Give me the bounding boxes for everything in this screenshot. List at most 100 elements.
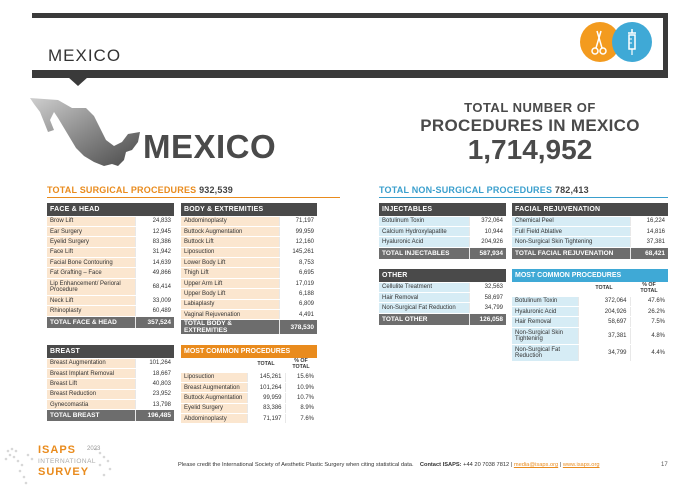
row-label: Upper Body Lift	[181, 288, 279, 300]
row-value: 23,952	[134, 389, 175, 401]
row-label: Abdominoplasty	[181, 413, 247, 425]
row-value: 6,809	[278, 299, 318, 311]
row-label: Cellulite Treatment	[379, 282, 469, 293]
row-label: Non-Surgical Fat Reduction	[512, 344, 578, 362]
total-label-line1: TOTAL NUMBER OF	[464, 100, 596, 115]
row-label: Neck Lift	[47, 295, 135, 307]
row-value: 68,414	[134, 278, 174, 296]
nonsurgical-total: 782,413	[554, 185, 589, 195]
scissors-clamp-icon	[591, 30, 607, 55]
row-value: 12,160	[278, 236, 318, 248]
row-label: Ear Surgery	[47, 226, 135, 238]
row-total: 145,261	[246, 372, 285, 383]
footer-credit: Please credit the International Society …	[178, 462, 600, 468]
row-total: 34,799	[577, 344, 630, 362]
contact-label: Contact ISAPS:	[419, 462, 462, 468]
row-value: 32,563	[468, 282, 506, 293]
nonsurgical-title-text: TOTAL NON-SURGICAL PROCEDURES	[379, 185, 553, 195]
body-extremities-table: BODY & EXTREMITIES Abdominoplasty 71,197 …	[181, 203, 318, 336]
total-procedures-block: TOTAL NUMBER OF PROCEDURES IN MEXICO 1,7…	[380, 100, 680, 166]
total-label: TOTAL OTHER	[379, 313, 469, 326]
total-value: 68,421	[629, 247, 668, 260]
row-label: Eyelid Surgery	[181, 403, 247, 415]
surgical-total: 932,539	[199, 185, 233, 195]
row-label: Non-Surgical Skin Tightening	[512, 236, 630, 248]
row-pct: 7.6%	[284, 413, 317, 425]
country-title: MEXICO	[143, 128, 277, 165]
row-value: 145,261	[278, 247, 318, 259]
table-title: INJECTABLES	[379, 203, 506, 217]
row-value: 204,926	[468, 236, 506, 248]
row-label: Hair Removal	[379, 292, 469, 304]
row-label: Thigh Lift	[181, 267, 279, 279]
col-total: TOTAL	[247, 358, 285, 373]
injectables-table: INJECTABLES Botulinum Toxin 372,064 Calci…	[379, 203, 506, 260]
row-pct: 7.5%	[629, 316, 668, 328]
row-label: Facial Bone Contouring	[47, 257, 135, 269]
contact-email-link[interactable]: media@isaps.org	[513, 462, 559, 468]
col-pct-line2: TOTAL	[292, 364, 310, 370]
syringe-icon	[628, 29, 636, 55]
table-title: OTHER	[379, 269, 506, 283]
credit-text: Please credit the International Society …	[178, 462, 414, 468]
row-label: Breast Augmentation	[47, 358, 135, 369]
total-label-line2: PROCEDURES IN MEXICO	[420, 116, 640, 135]
isaps-logo-name: ISAPS	[38, 444, 77, 456]
total-label: TOTAL BREAST	[47, 409, 135, 423]
blank-header	[181, 358, 247, 373]
row-pct: 8.9%	[284, 403, 317, 415]
total-label: TOTAL INJECTABLES	[379, 247, 469, 260]
row-value: 10,944	[468, 226, 506, 238]
row-value: 12,945	[134, 226, 174, 238]
row-label: Buttock Augmentation	[181, 226, 279, 238]
row-value: 71,197	[278, 216, 318, 227]
row-value: 33,009	[134, 295, 174, 307]
row-label: Hair Removal	[512, 316, 578, 328]
table-title: FACE & HEAD	[47, 203, 174, 217]
row-label: Liposuction	[181, 372, 247, 383]
total-value: 378,530	[278, 319, 318, 336]
nonsurgical-divider	[379, 197, 668, 198]
col-pct-line1: % OF	[642, 282, 656, 289]
row-label: Hyaluronic Acid	[379, 236, 469, 248]
row-value: 14,639	[134, 257, 174, 269]
col-total: TOTAL	[578, 282, 630, 297]
row-value: 17,019	[278, 278, 318, 290]
row-value: 31,942	[134, 247, 174, 259]
row-label: Full Field Ablative	[512, 226, 630, 238]
header-right-bar	[663, 13, 668, 75]
row-pct: 4.8%	[629, 327, 668, 345]
row-label: Upper Arm Lift	[181, 278, 279, 290]
row-label: Liposuction	[181, 247, 279, 259]
row-label: Hyaluronic Acid	[512, 306, 578, 318]
row-label: Botulinum Toxin	[379, 216, 469, 227]
isaps-logo-year: 2023	[87, 446, 101, 452]
row-label: Buttock Augmentation	[181, 392, 247, 404]
row-label: Breast Reduction	[47, 389, 135, 401]
col-pct: % OF TOTAL	[285, 358, 317, 373]
col-pct-line2: TOTAL	[640, 288, 658, 294]
row-label: Non-Surgical Skin Tightening	[512, 327, 578, 345]
row-total: 58,697	[577, 316, 630, 328]
row-value: 37,381	[629, 236, 668, 248]
facial-rejuvenation-table: FACIAL REJUVENATION Chemical Peel 16,224 …	[512, 203, 668, 260]
row-label: Breast Lift	[47, 378, 135, 390]
col-pct-line1: % OF	[294, 358, 308, 365]
table-title: BREAST	[47, 345, 175, 359]
row-label: Calcium Hydroxylapatite	[379, 226, 469, 238]
surgical-section-title: TOTAL SURGICAL PROCEDURES 932,539	[47, 185, 233, 195]
row-value: 40,803	[134, 378, 175, 390]
row-label: Breast Implant Removal	[47, 368, 135, 380]
row-label: Fat Grafting – Face	[47, 267, 135, 279]
row-value: 83,386	[134, 236, 174, 248]
website-link[interactable]: www.isaps.org	[562, 462, 600, 468]
row-value: 49,866	[134, 267, 174, 279]
col-pct: % OF TOTAL	[630, 282, 668, 297]
total-label: TOTAL FACIAL REJUVENATION	[512, 247, 630, 260]
row-label: Gynecomastia	[47, 399, 135, 411]
row-total: 99,959	[246, 392, 285, 404]
surgical-title-text: TOTAL SURGICAL PROCEDURES	[47, 185, 197, 195]
row-label: Abdominoplasty	[181, 216, 279, 227]
total-label: TOTAL BODY & EXTREMITIES	[181, 319, 279, 336]
total-value: 126,058	[468, 313, 506, 326]
